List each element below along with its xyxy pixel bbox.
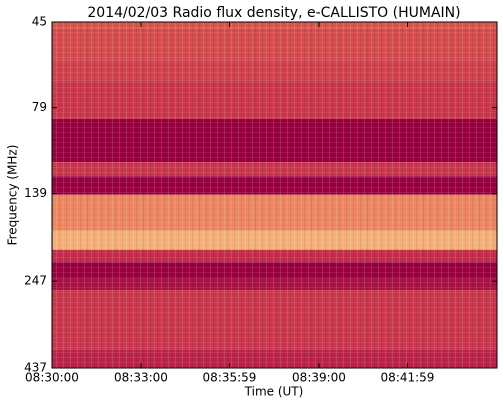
y-tick-label: 45 bbox=[32, 15, 47, 29]
y-tick-label: 139 bbox=[24, 186, 47, 200]
x-tick-label: 08:39:00 bbox=[292, 371, 346, 385]
x-tick-label: 08:30:00 bbox=[25, 371, 79, 385]
y-tick-label: 79 bbox=[32, 100, 47, 114]
y-tick-label: 437 bbox=[24, 361, 47, 375]
x-tick-label: 08:41:59 bbox=[381, 371, 435, 385]
y-axis-label: Frequency (MHz) bbox=[6, 145, 20, 246]
chart-title: 2014/02/03 Radio flux density, e-CALLIST… bbox=[87, 5, 460, 21]
x-tick-label: 08:33:00 bbox=[114, 371, 168, 385]
y-tick-label: 247 bbox=[24, 274, 47, 288]
x-axis-label: Time (UT) bbox=[244, 385, 304, 399]
x-tick-label: 08:35:59 bbox=[203, 371, 257, 385]
plot-frame bbox=[51, 21, 498, 369]
texture bbox=[52, 22, 497, 368]
